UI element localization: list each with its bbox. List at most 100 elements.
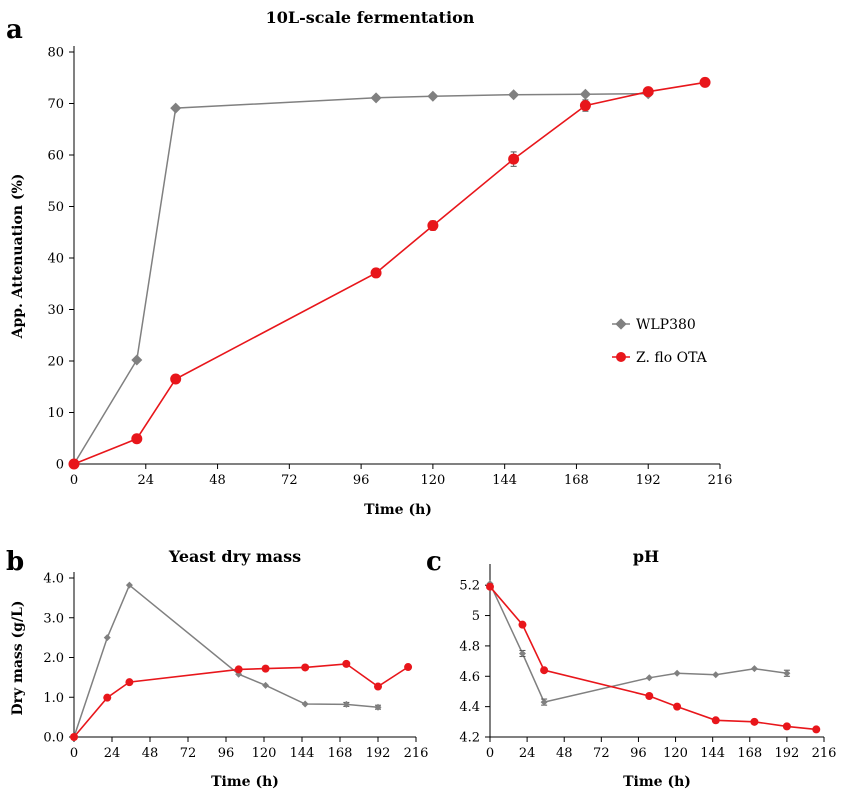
data-point-zflo-b	[404, 663, 413, 672]
data-point-zflo-a	[427, 220, 439, 232]
plot-area-c: 0 24 48 72 96 120 144 168 192 216 4.2 4.4 4.6 4.8 5 5.2	[459, 564, 836, 761]
data-point-zflo-b	[234, 665, 243, 674]
legend-marker-zflo	[616, 352, 626, 362]
panel-label-c: c	[426, 547, 442, 577]
series-zflo-a	[68, 76, 711, 470]
data-point-zflo-b	[342, 659, 351, 668]
legend: WLP380 Z. flo OTA	[612, 317, 708, 366]
x-tick-label-b: 120	[252, 746, 277, 761]
data-point-wlp380-c	[645, 674, 653, 682]
series-wlp380-c	[486, 580, 791, 706]
y-tick-label-a: 50	[47, 200, 64, 215]
data-point-zflo-b	[103, 693, 112, 702]
data-point-zflo-c	[812, 725, 821, 734]
data-point-zflo-b	[70, 733, 78, 741]
data-point-zflo-b	[125, 678, 134, 687]
data-point-zflo-c	[711, 716, 720, 725]
x-tick-label-b: 168	[328, 746, 353, 761]
x-tick-label-b: 96	[218, 746, 235, 761]
data-point-zflo-c	[673, 702, 682, 711]
x-axis-label-b: Time (h)	[211, 774, 279, 790]
data-point-wlp380-a	[579, 88, 591, 100]
data-point-wlp380-c	[540, 698, 548, 706]
data-point-zflo-c	[540, 666, 549, 675]
chart-title-b: Yeast dry mass	[168, 547, 301, 566]
y-tick-label-c: 4.6	[459, 670, 480, 685]
series-line-wlp380-a	[73, 92, 649, 465]
x-axis-label-c: Time (h)	[623, 774, 691, 790]
y-tick-label-b: 4.0	[43, 572, 64, 587]
y-tick-label-a: 70	[47, 97, 64, 112]
x-tick-label-c: 168	[737, 746, 762, 761]
x-tick-label-c: 144	[700, 746, 725, 761]
x-tick-label-b: 144	[290, 746, 315, 761]
chart-title-c: pH	[633, 547, 659, 566]
series-line-zflo-a	[73, 81, 706, 465]
y-tick-label-a: 40	[47, 252, 64, 267]
y-tick-label-c: 4.8	[459, 639, 480, 654]
y-tick-label-c: 4.2	[459, 731, 480, 746]
x-axis-label-a: Time (h)	[364, 502, 432, 518]
x-tick-label-a: 216	[708, 473, 733, 488]
y-tick-label-a: 0	[56, 458, 64, 473]
data-point-wlp380-b	[301, 700, 309, 708]
data-point-wlp380-c	[518, 650, 526, 657]
x-tick-label-c: 72	[593, 746, 610, 761]
y-tick-label-a: 80	[47, 46, 64, 61]
x-tick-label-a: 48	[209, 473, 226, 488]
data-point-zflo-c	[750, 717, 759, 726]
panel-label-a: a	[6, 15, 23, 45]
legend-label-zflo: Z. flo OTA	[636, 350, 708, 366]
data-point-wlp380-c	[750, 665, 758, 673]
data-point-zflo-c	[486, 582, 494, 591]
x-tick-label-c: 192	[774, 746, 799, 761]
x-tick-label-c: 0	[486, 746, 494, 761]
x-tick-label-a: 24	[138, 473, 155, 488]
plot-area-b: 0 24 48 72 96 120 144 168 192 216 0.0 1.0 2.0 3.0 4.0	[43, 572, 428, 762]
series-zflo-c	[486, 582, 821, 734]
y-tick-label-b: 3.0	[43, 611, 64, 626]
chart-title-a: 10L-scale fermentation	[266, 8, 475, 27]
y-tick-label-b: 2.0	[43, 651, 64, 666]
panel-label-b: b	[6, 547, 24, 577]
data-point-wlp380-b	[262, 681, 270, 689]
x-tick-label-a: 96	[353, 473, 370, 488]
data-point-zflo-b	[261, 664, 270, 673]
series-wlp380-a	[68, 88, 654, 470]
y-tick-label-c: 4.4	[459, 700, 480, 715]
x-tick-label-b: 192	[366, 746, 391, 761]
data-point-zflo-a	[642, 86, 654, 98]
data-point-wlp380-b	[342, 700, 350, 708]
x-tick-label-a: 144	[492, 473, 517, 488]
data-point-zflo-a	[170, 373, 182, 385]
x-tick-label-c: 48	[556, 746, 573, 761]
data-point-zflo-a	[68, 458, 80, 470]
x-tick-label-a: 120	[420, 473, 445, 488]
data-point-zflo-a	[370, 267, 382, 279]
data-point-zflo-b	[301, 663, 310, 672]
data-point-wlp380-a	[370, 92, 382, 104]
y-tick-label-a: 60	[47, 149, 64, 164]
y-tick-label-c: 5	[472, 609, 480, 624]
y-axis-label-b: Dry mass (g/L)	[10, 600, 26, 715]
y-tick-label-b: 1.0	[43, 691, 64, 706]
data-point-wlp380-c	[783, 669, 791, 677]
data-point-zflo-a	[579, 100, 591, 112]
data-point-wlp380-a	[170, 102, 182, 114]
data-point-wlp380-a	[131, 354, 143, 366]
series-line-wlp380-c	[489, 583, 788, 703]
legend-label-wlp380: WLP380	[636, 317, 696, 333]
data-point-wlp380-c	[673, 669, 681, 677]
x-tick-label-a: 72	[281, 473, 298, 488]
data-point-wlp380-c	[712, 671, 720, 679]
x-tick-label-a: 192	[636, 473, 661, 488]
data-point-zflo-a	[508, 153, 520, 165]
data-point-wlp380-b	[374, 703, 382, 711]
data-point-zflo-a	[131, 433, 143, 445]
x-tick-label-c: 96	[630, 746, 647, 761]
y-tick-label-a: 10	[47, 406, 64, 421]
series-line-wlp380-b	[73, 583, 379, 738]
data-point-zflo-b	[374, 682, 382, 691]
data-point-wlp380-b	[125, 581, 133, 589]
